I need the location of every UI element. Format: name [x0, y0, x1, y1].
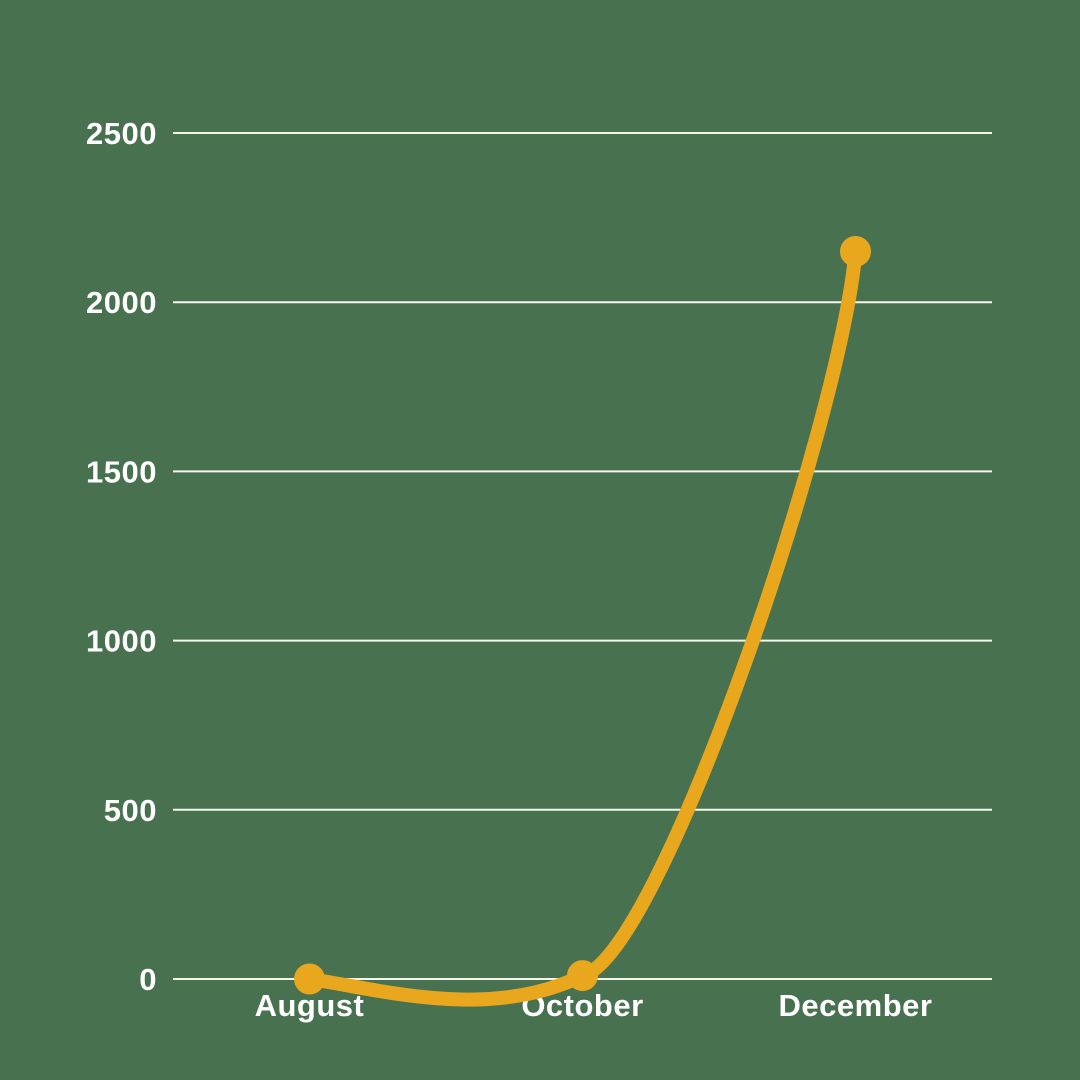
y-tick-label-1500: 1500 — [86, 454, 157, 489]
y-tick-label-0: 0 — [139, 962, 157, 997]
data-point-december — [840, 235, 871, 267]
data-point-october — [567, 960, 598, 992]
y-tick-label-2000: 2000 — [86, 285, 157, 320]
y-tick-label-500: 500 — [104, 793, 157, 828]
x-axis-label-december: December — [779, 988, 933, 1023]
y-tick-label-2500: 2500 — [86, 116, 157, 151]
data-point-august — [294, 963, 325, 995]
y-tick-label-1000: 1000 — [86, 624, 157, 659]
series-line — [302, 244, 863, 1007]
